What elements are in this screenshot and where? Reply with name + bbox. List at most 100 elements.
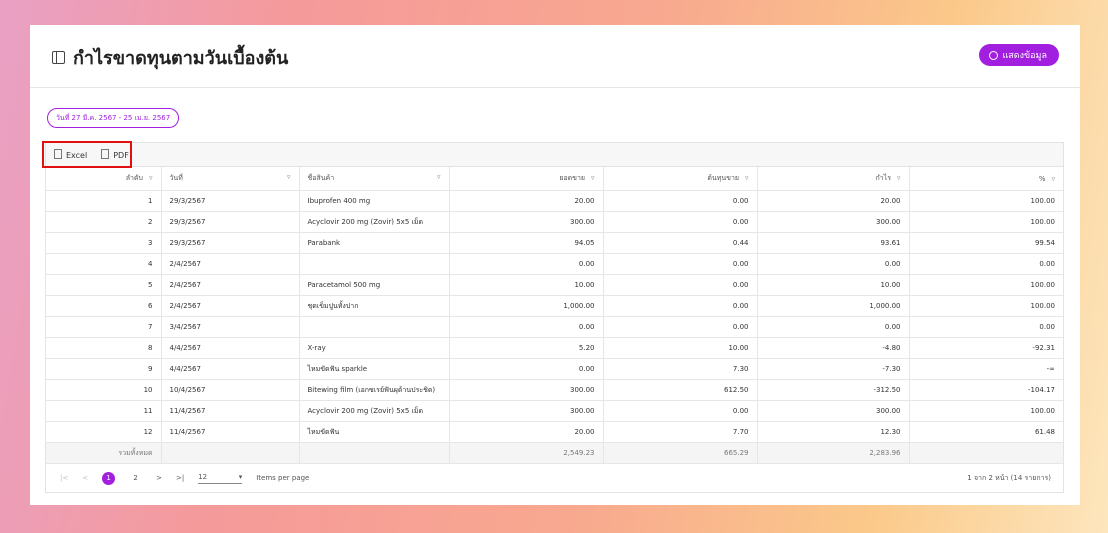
- filter-icon[interactable]: ▿: [148, 174, 153, 182]
- cell: ชุดเข็มปูนทั้งปาก: [299, 295, 450, 317]
- page-size: 12: [198, 472, 208, 481]
- cell: 0.00: [603, 295, 758, 317]
- date-range-chip[interactable]: วันที่ 27 มี.ค. 2567 - 25 เม.ย. 2567: [47, 108, 180, 128]
- filter-icon[interactable]: ▿: [286, 173, 291, 181]
- column-header[interactable]: วันที่ ▿: [161, 167, 300, 191]
- cell: 5: [46, 274, 162, 296]
- cell: 6: [46, 295, 162, 317]
- cell: [299, 253, 450, 275]
- cell: 0.00: [757, 316, 910, 338]
- cell: 10: [46, 379, 162, 401]
- cell: 300.00: [449, 379, 604, 401]
- page-button[interactable]: 2: [133, 474, 138, 482]
- cell: ไหมขัดฟัน: [299, 421, 450, 443]
- page-title: กำไรขาดทุนตามวันเบื้องต้น: [52, 43, 288, 72]
- pagination: |< < 1 2 > >| 12 ▾ Items per page 1 จาก 2…: [46, 464, 1063, 492]
- cell: 4/4/2567: [161, 358, 300, 380]
- button-label: แสดงข้อมูล: [1002, 51, 1047, 61]
- filter-icon[interactable]: ▿: [744, 174, 749, 182]
- cell: 0.00: [449, 253, 604, 275]
- table-row: 4 2/4/2567 0.00 0.00 0.00 0.00: [46, 253, 1063, 275]
- toolbar: Excel PDF: [42, 141, 1063, 168]
- cell: 7.70: [603, 421, 758, 443]
- filter-icon[interactable]: ▿: [590, 174, 595, 182]
- first-page[interactable]: |<: [60, 474, 69, 482]
- cell: 99.54: [909, 232, 1063, 254]
- cell: 0.00: [603, 400, 758, 422]
- cell: 300.00: [757, 211, 910, 233]
- items-per-page-label: Items per page: [256, 474, 310, 482]
- cell: 11: [46, 400, 162, 422]
- excel-button[interactable]: Excel: [54, 149, 87, 160]
- header-label: กำไร: [875, 174, 891, 182]
- total-value: 665.29: [603, 442, 758, 464]
- filter-icon[interactable]: ▿: [436, 173, 441, 181]
- cell: 0.00: [603, 190, 758, 212]
- cell: 0.00: [909, 316, 1063, 338]
- cell: 3/4/2567: [161, 316, 300, 338]
- total-value: 2,549.23: [449, 442, 604, 464]
- total-row: รวมทั้งหมด 2,549.23 665.29 2,283.96: [46, 442, 1063, 464]
- column-header[interactable]: ต้นทุนขาย ▿: [603, 167, 758, 191]
- next-page[interactable]: >: [156, 474, 162, 482]
- page-info: 1 จาก 2 หน้า (14 รายการ): [967, 474, 1051, 482]
- header-label: %: [1038, 174, 1046, 183]
- cell: 20.00: [449, 190, 604, 212]
- cell: Acyclovir 200 mg (Zovir) 5x5 เม็ด: [299, 211, 450, 233]
- report-card: กำไรขาดทุนตามวันเบื้องต้น แสดงข้อมูล วัน…: [30, 25, 1080, 505]
- table-row: 8 4/4/2567 X-ray 5.20 10.00 -4.80 -92.31: [46, 337, 1063, 359]
- total-label: รวมทั้งหมด: [46, 442, 162, 464]
- cell: 100.00: [909, 211, 1063, 233]
- cell: -∞: [909, 358, 1063, 380]
- cell: 12: [46, 421, 162, 443]
- table-row: 7 3/4/2567 0.00 0.00 0.00 0.00: [46, 316, 1063, 338]
- filter-icon[interactable]: ▿: [896, 174, 901, 182]
- cell: -92.31: [909, 337, 1063, 359]
- header-label: ยอดขาย: [559, 174, 585, 182]
- pdf-button[interactable]: PDF: [101, 149, 129, 160]
- page-button[interactable]: 1: [102, 471, 116, 485]
- header: กำไรขาดทุนตามวันเบื้องต้น แสดงข้อมูล: [30, 25, 1080, 88]
- cell: Parabank: [299, 232, 450, 254]
- page-size-select[interactable]: 12 ▾: [198, 472, 243, 484]
- cell: -7.30: [757, 358, 910, 380]
- table-row: 5 2/4/2567 Paracetamol 500 mg 10.00 0.00 10.0…: [46, 274, 1063, 296]
- cell: 29/3/2567: [161, 190, 300, 212]
- cell: [299, 316, 450, 338]
- last-page[interactable]: >|: [175, 474, 185, 482]
- show-data-button[interactable]: แสดงข้อมูล: [979, 44, 1059, 66]
- column-header[interactable]: ชื่อสินค้า ▿: [299, 167, 450, 191]
- cell: 100.00: [909, 190, 1063, 212]
- cell: 0.00: [603, 211, 758, 233]
- sidebar-icon[interactable]: [52, 51, 65, 64]
- data-table: Excel PDF ลำดับ ▿ วันที่ ▿ ชื่อสินค้า ▿ ยอดขาย…: [42, 141, 1064, 493]
- cell: 0.00: [603, 274, 758, 296]
- cell: 1,000.00: [757, 295, 910, 317]
- cell: 0.44: [603, 232, 758, 254]
- cell: Ibuprofen 400 mg: [299, 190, 450, 212]
- cell: 94.05: [449, 232, 604, 254]
- cell: 10.00: [757, 274, 910, 296]
- prev-page[interactable]: <: [82, 474, 89, 482]
- table-row: 1 29/3/2567 Ibuprofen 400 mg 20.00 0.00 20.00…: [46, 190, 1063, 212]
- cell: [161, 442, 300, 464]
- cell: 0.00: [449, 358, 604, 380]
- cell: 0.00: [909, 253, 1063, 275]
- cell: 300.00: [449, 211, 604, 233]
- column-header[interactable]: กำไร ▿: [757, 167, 910, 191]
- filter-icon[interactable]: ▿: [1051, 174, 1055, 183]
- column-header[interactable]: % ▿: [909, 167, 1063, 191]
- column-header[interactable]: ยอดขาย ▿: [449, 167, 604, 191]
- cell: 300.00: [449, 400, 604, 422]
- cell: 11/4/2567: [161, 421, 300, 443]
- cell: 0.00: [603, 316, 758, 338]
- cell: 100.00: [909, 274, 1063, 296]
- cell: 10/4/2567: [161, 379, 300, 401]
- cell: 100.00: [909, 400, 1063, 422]
- cell: 1: [46, 190, 162, 212]
- column-header[interactable]: ลำดับ ▿: [46, 167, 162, 191]
- header-label: ชื่อสินค้า: [307, 174, 335, 182]
- cell: Paracetamol 500 mg: [299, 274, 450, 296]
- cell: -312.50: [757, 379, 910, 401]
